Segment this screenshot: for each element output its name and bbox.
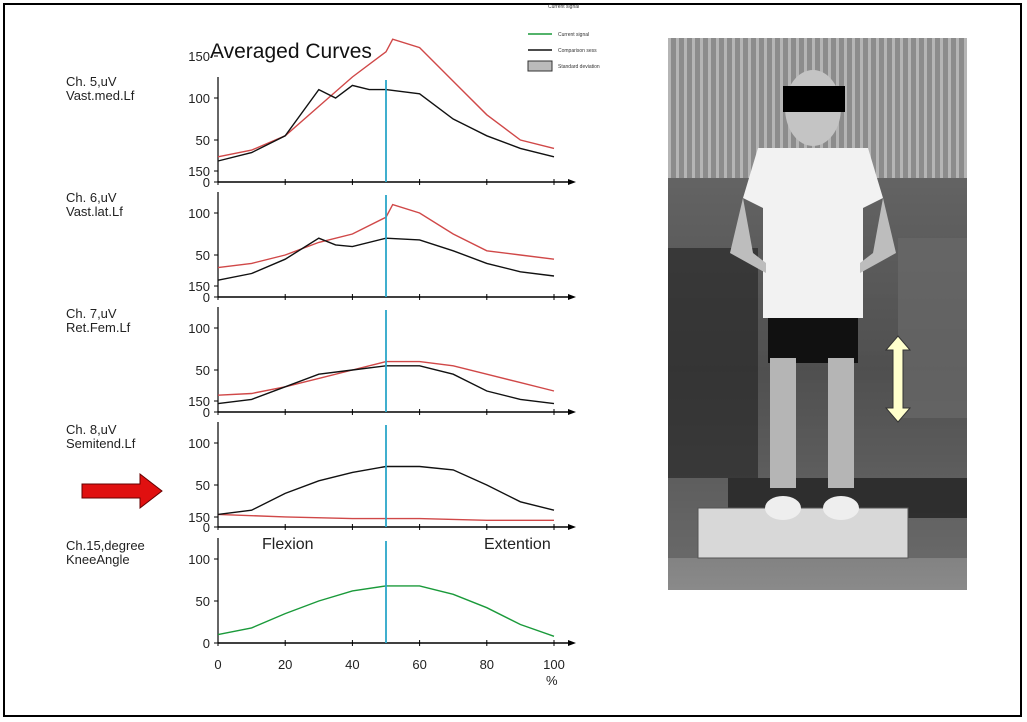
y-tick-label: 0 xyxy=(203,636,210,651)
legend-swatch-stddev xyxy=(527,60,553,72)
channel-label-8: Ch. 8,uV Semitend.Lf xyxy=(66,422,136,451)
y-tick-label: 150 xyxy=(188,394,210,409)
y-tick-label: 150 xyxy=(188,510,210,525)
legend-label: Comparison sess xyxy=(558,48,597,54)
shorts xyxy=(768,313,858,363)
slide-frame xyxy=(3,3,1022,717)
right-leg xyxy=(828,358,854,488)
y-tick-label: 100 xyxy=(188,436,210,451)
y-tick-label: 50 xyxy=(196,248,210,263)
x-tick-label: 100 xyxy=(543,657,565,672)
y-tick-label: 100 xyxy=(188,552,210,567)
x-axis-arrow xyxy=(568,524,576,530)
x-tick-label: 40 xyxy=(345,657,359,672)
balance-platform xyxy=(697,507,909,559)
y-tick-label: 0 xyxy=(203,175,210,190)
equipment-right xyxy=(898,238,967,418)
y-tick-label: 50 xyxy=(196,478,210,493)
y-tick-label: 50 xyxy=(196,133,210,148)
y-tick-label: 50 xyxy=(196,363,210,378)
x-tick-label: 20 xyxy=(278,657,292,672)
y-tick-label: 100 xyxy=(188,91,210,106)
legend-current: Current signal xyxy=(548,4,580,10)
t-shirt xyxy=(743,148,883,318)
series-line xyxy=(217,237,555,281)
legend-label: Standard deviation xyxy=(558,64,600,70)
left-arm xyxy=(730,198,766,273)
y-tick-label: 0 xyxy=(203,290,210,305)
red-arrow-icon xyxy=(81,472,163,510)
chart-title: Averaged Curves xyxy=(210,40,372,63)
left-shoe xyxy=(765,496,801,520)
x-axis-arrow xyxy=(568,409,576,415)
y-tick-label: 100 xyxy=(188,321,210,336)
channel-label-6: Ch. 6,uV Vast.lat.Lf xyxy=(66,190,123,219)
equipment-left xyxy=(668,248,758,478)
channel-label-7: Ch. 7,uV Ret.Fem.Lf xyxy=(66,306,131,335)
extention-label: Extention xyxy=(484,536,551,553)
y-tick-label: 150 xyxy=(188,164,210,179)
x-tick-label: 0 xyxy=(214,657,221,672)
exercise-photo xyxy=(668,38,967,590)
left-leg xyxy=(770,358,796,488)
x-axis-arrow xyxy=(568,179,576,185)
series-line xyxy=(217,84,555,162)
right-arm xyxy=(860,198,896,273)
y-tick-label: 150 xyxy=(188,49,210,64)
y-tick-label: 100 xyxy=(188,206,210,221)
x-unit-label: % xyxy=(546,673,558,688)
x-tick-label: 60 xyxy=(412,657,426,672)
x-axis-arrow xyxy=(568,640,576,646)
y-tick-label: 50 xyxy=(196,594,210,609)
up-down-arrow-icon xyxy=(884,335,912,423)
right-shoe xyxy=(823,496,859,520)
x-axis-arrow xyxy=(568,294,576,300)
x-tick-label: 80 xyxy=(480,657,494,672)
series-line xyxy=(217,203,555,269)
legend-label: Current signal xyxy=(558,32,589,38)
censor-bar xyxy=(783,86,845,112)
y-tick-label: 0 xyxy=(203,520,210,535)
channel-label-5: Ch. 5,uV Vast.med.Lf xyxy=(66,74,135,103)
y-tick-label: 0 xyxy=(203,405,210,420)
channel-label-15: Ch.15,degree KneeAngle xyxy=(66,538,145,567)
flexion-label: Flexion xyxy=(262,536,314,553)
y-tick-label: 150 xyxy=(188,279,210,294)
